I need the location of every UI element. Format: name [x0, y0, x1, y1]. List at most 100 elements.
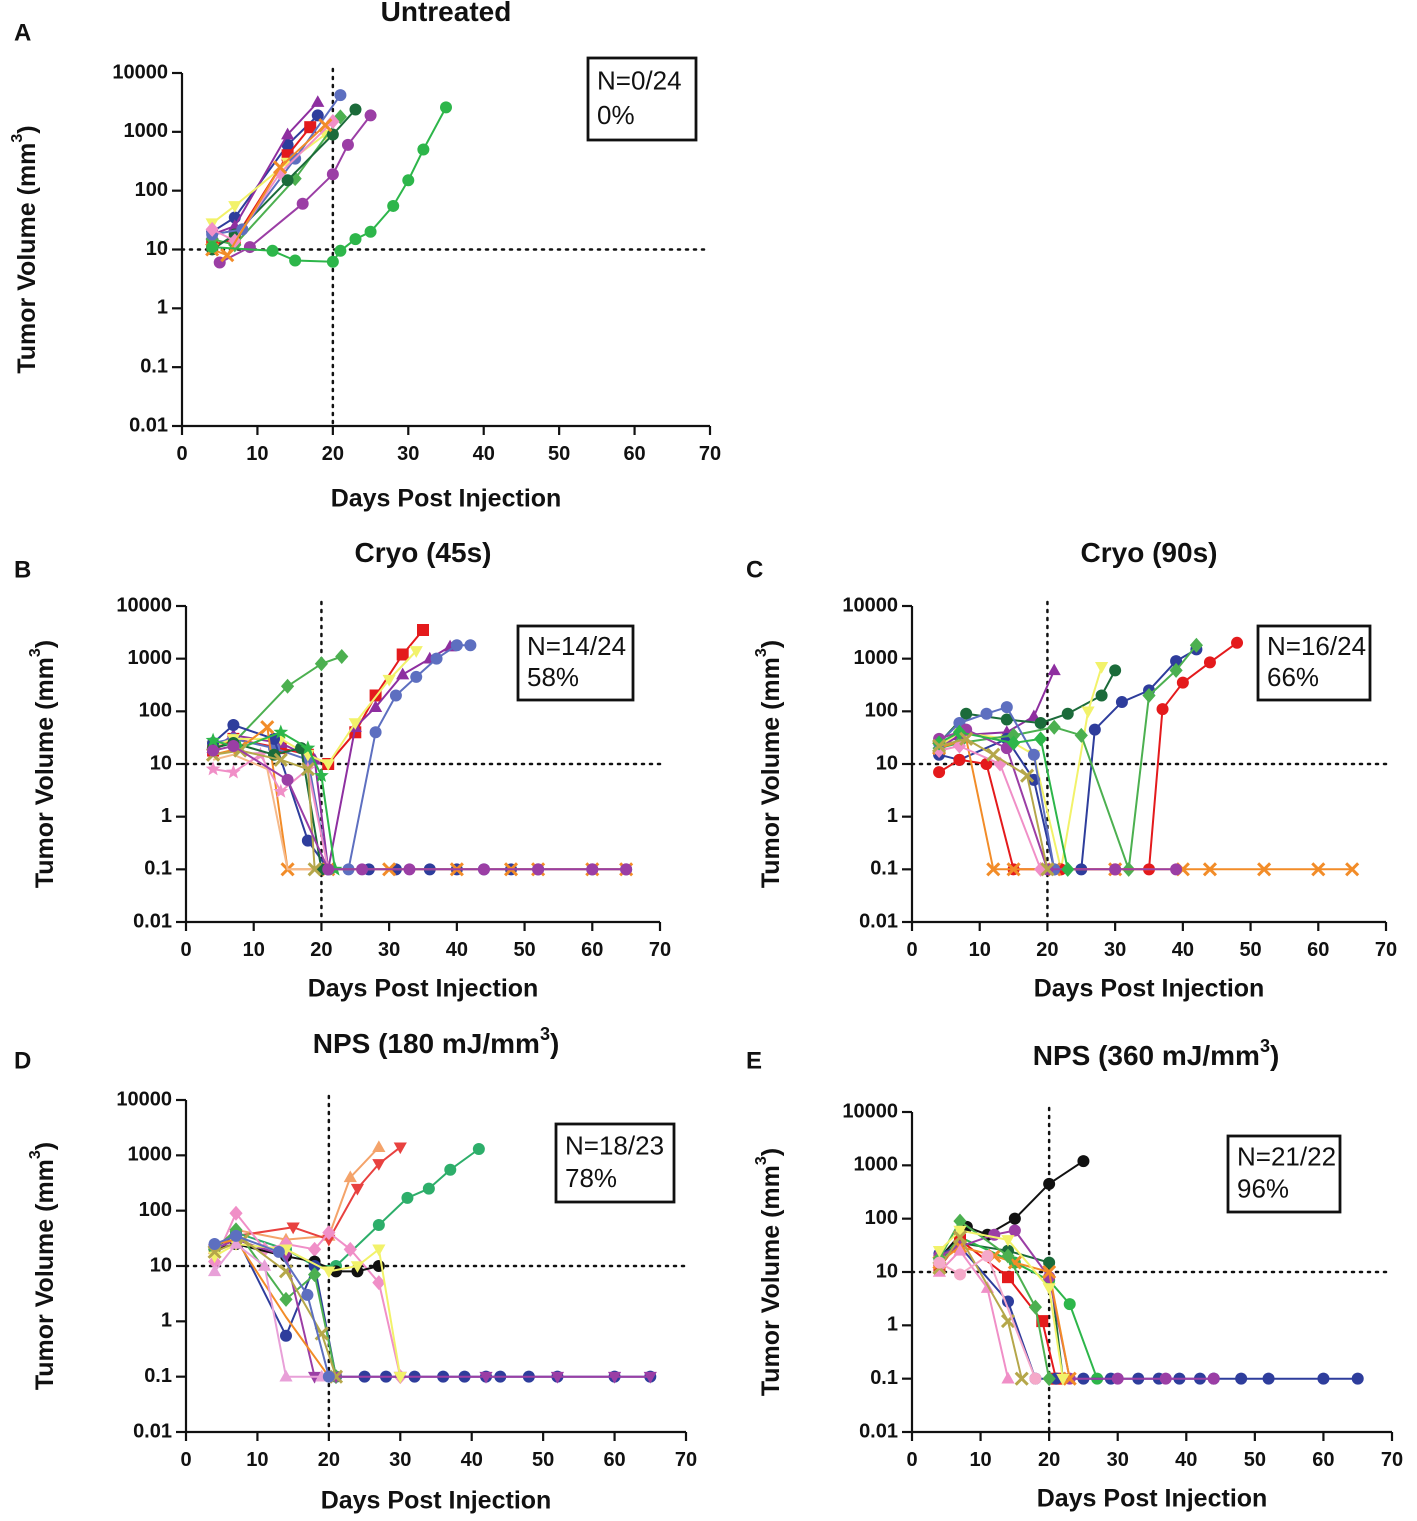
data-point	[1047, 663, 1061, 676]
data-point	[450, 639, 463, 652]
chart-title-text: Cryo (90s)	[1081, 537, 1218, 568]
data-point	[307, 862, 322, 877]
x-tick-label: 0	[906, 939, 917, 961]
y-tick-label: 10	[146, 238, 168, 260]
data-point	[300, 762, 315, 777]
data-point	[932, 735, 946, 751]
x-axis-title: Days Post Injection	[1037, 1485, 1268, 1513]
y-tick-label: 1	[161, 1310, 172, 1332]
data-point	[334, 244, 347, 257]
data-point	[464, 639, 477, 652]
x-tick-label: 20	[322, 443, 344, 465]
x-tick-label: 50	[1239, 939, 1261, 961]
chart-title-end: )	[550, 1028, 559, 1059]
data-point	[932, 1265, 947, 1277]
data-point	[389, 689, 402, 702]
x-tick-label: 30	[389, 1449, 411, 1471]
data-point	[281, 174, 294, 187]
chart-title-text: Untreated	[381, 0, 512, 27]
data-series	[932, 724, 1075, 877]
y-tick-label: 10	[876, 752, 898, 774]
data-point	[1095, 689, 1108, 702]
series-line	[211, 120, 334, 242]
y-tick-label: 1000	[128, 647, 173, 669]
data-series	[205, 129, 332, 231]
y-tick-label: 0.1	[140, 355, 168, 377]
annotation-percent: 78%	[565, 1163, 617, 1193]
chart-title: Cryo (45s)	[355, 537, 492, 568]
data-point	[1351, 1372, 1364, 1385]
y-tick-label: 10000	[112, 61, 168, 83]
data-point	[1008, 1212, 1021, 1225]
x-tick-label: 60	[603, 1449, 625, 1471]
data-point	[286, 1222, 300, 1235]
annotation-percent: 96%	[1237, 1174, 1289, 1204]
series-line	[214, 1146, 401, 1253]
y-tick-label: 10000	[842, 1100, 898, 1122]
x-axis-title: Days Post Injection	[321, 1487, 552, 1515]
series-line	[938, 1249, 1009, 1379]
data-point	[333, 109, 347, 125]
data-point	[1034, 731, 1048, 747]
data-point	[393, 1142, 407, 1155]
data-point	[403, 863, 416, 876]
chart-panel-b: B Cryo (45s) 0 10 20 30 40 50 60 70 0.01 0.1 1 10 100 1…	[14, 537, 671, 1002]
data-point	[230, 1229, 242, 1242]
x-tick-label: 0	[906, 1449, 917, 1471]
series-line	[211, 124, 326, 257]
y-tick-label: 100	[865, 1207, 898, 1229]
y-tick-label: 0.1	[870, 858, 898, 880]
data-point	[279, 1291, 293, 1307]
data-series	[933, 643, 1203, 876]
data-point	[953, 1213, 967, 1229]
data-point	[953, 753, 966, 766]
chart-title-end: )	[1270, 1040, 1279, 1071]
series-line	[212, 745, 627, 871]
series-line	[214, 1238, 330, 1378]
data-point	[356, 863, 369, 876]
data-point	[1008, 1224, 1021, 1237]
data-point	[417, 624, 429, 637]
data-series	[207, 739, 633, 876]
data-series	[206, 101, 452, 268]
x-tick-label: 20	[1038, 1449, 1060, 1471]
data-point	[387, 199, 400, 212]
y-axis-title-superscript: 3	[9, 134, 26, 143]
y-axis-title: Tumor Volume (mm3)	[9, 125, 40, 373]
data-point	[1317, 1372, 1330, 1385]
chart-title-superscript: 3	[1260, 1036, 1270, 1056]
data-point	[322, 863, 335, 876]
annotation-box	[586, 56, 698, 142]
data-point	[334, 89, 347, 102]
data-point	[422, 1182, 435, 1195]
data-point	[226, 764, 241, 779]
data-point	[1109, 664, 1122, 677]
data-point	[1142, 687, 1156, 703]
data-point	[960, 707, 973, 720]
data-point	[1001, 1371, 1015, 1384]
data-point	[393, 1371, 407, 1384]
data-series	[205, 118, 333, 263]
data-point	[1156, 703, 1169, 716]
data-point	[314, 767, 329, 782]
data-point	[952, 1230, 968, 1245]
series-line	[938, 728, 1177, 871]
data-point	[322, 1225, 336, 1241]
data-series	[933, 1224, 1220, 1385]
data-point	[232, 740, 248, 755]
chart-panel-a: A Untreated 0 10 20 30 40 50 60 70 0.01 0.1 1 10 100 10…	[9, 0, 721, 513]
data-point	[1027, 748, 1040, 761]
panel-letter: B	[14, 556, 31, 583]
annotation-percent: 0%	[597, 100, 635, 130]
data-point	[1061, 707, 1074, 720]
x-tick-label: 40	[461, 1449, 483, 1471]
y-axis-title: Tumor Volume (mm3)	[27, 1142, 58, 1390]
data-point	[643, 1371, 657, 1384]
data-point	[1006, 862, 1021, 877]
data-point	[301, 1288, 314, 1301]
y-tick-label: 100	[135, 179, 168, 201]
data-point	[932, 1245, 947, 1258]
chart-title: Cryo (90s)	[1081, 537, 1218, 568]
x-tick-label: 0	[180, 939, 191, 961]
